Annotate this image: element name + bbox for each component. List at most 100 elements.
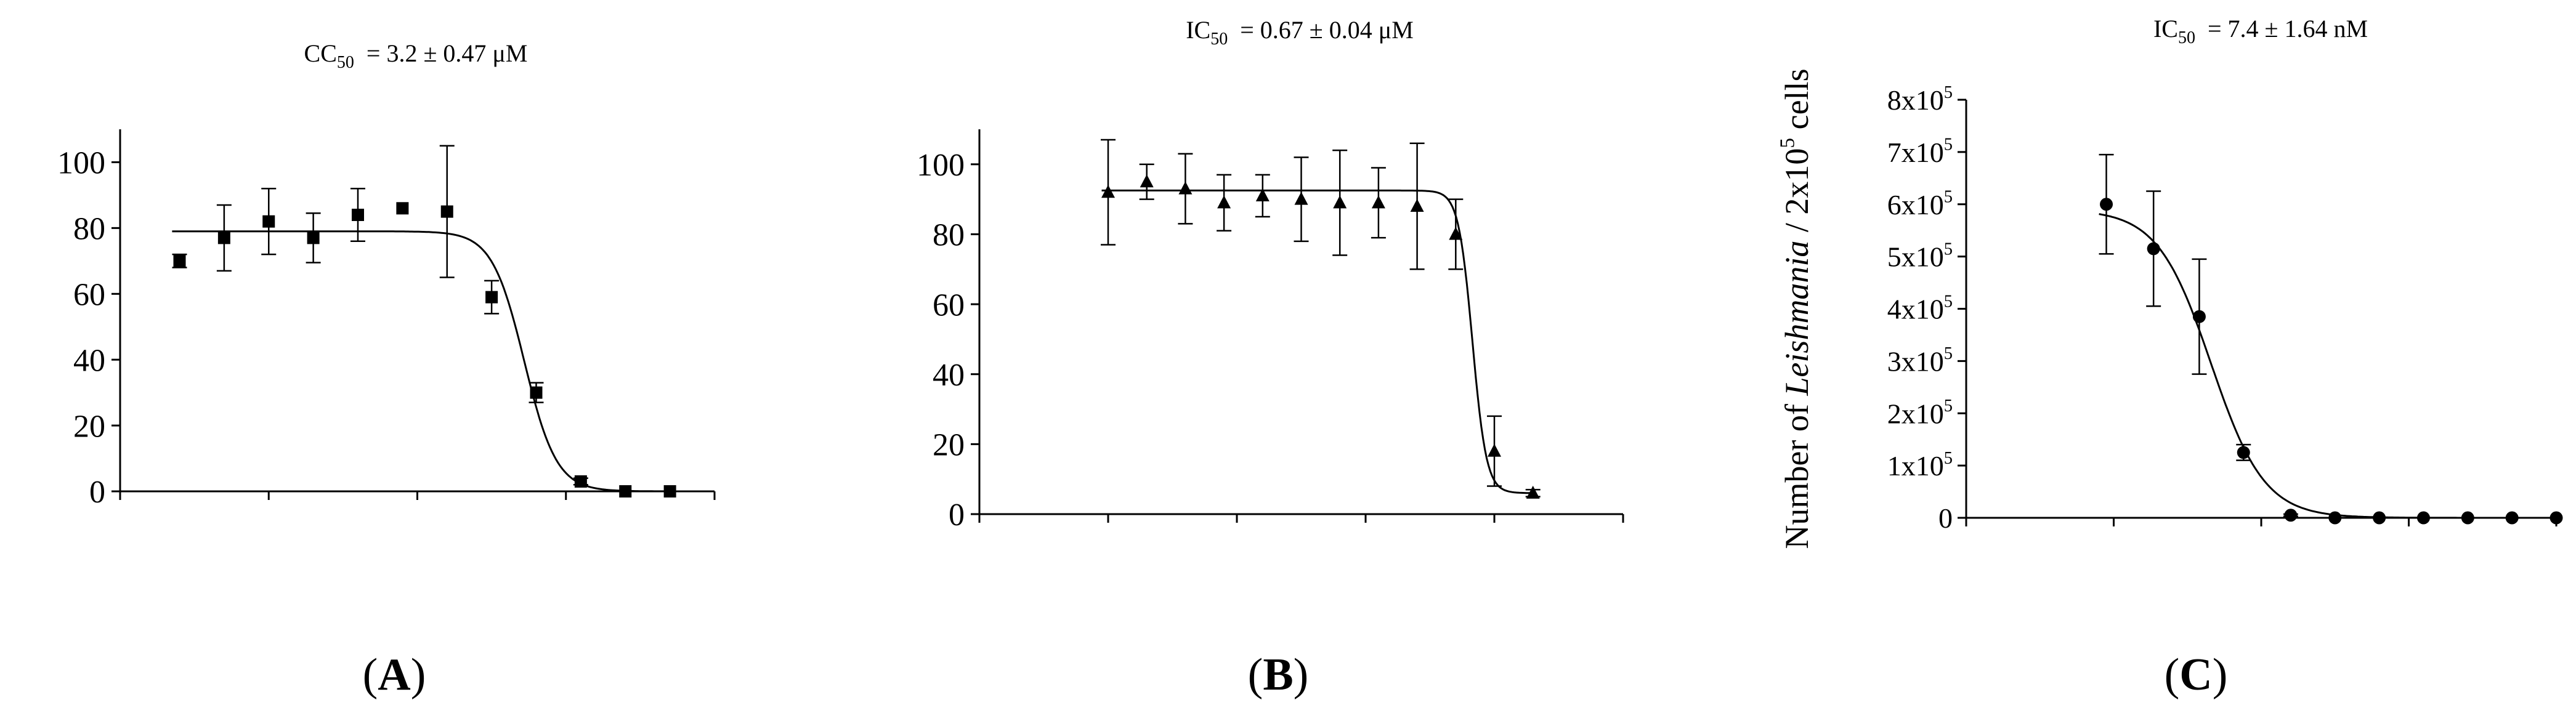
y-label-suffix: cells [1778, 68, 1815, 137]
panel-label-letter: B [1263, 650, 1293, 700]
fit-curve [172, 230, 673, 493]
data-point-11 [663, 485, 676, 497]
data-point-10 [2550, 511, 2563, 525]
title-subscript: 50 [337, 53, 354, 72]
y-tick-label: 20 [933, 428, 965, 463]
y-tick-exponent: 5 [1944, 344, 1953, 363]
data-point-5 [1294, 191, 1308, 205]
title-main: CC [304, 39, 337, 67]
data-point-8 [1410, 199, 1424, 212]
data-point-4 [1255, 188, 1270, 201]
data-point-8 [530, 386, 543, 399]
data-point-9 [2505, 511, 2519, 525]
y-tick-label: 8x105 [1887, 83, 1953, 116]
y-axis-label: Number of Leishmania / 2x105 cells [1776, 68, 1815, 549]
panel-label-letter: A [378, 650, 410, 700]
y-tick-mantissa: 1x10 [1887, 450, 1944, 481]
y-tick-exponent: 5 [1944, 135, 1953, 155]
data-point-4 [352, 208, 364, 221]
y-tick-mantissa: 4x10 [1887, 294, 1944, 325]
y-tick-label: 60 [933, 288, 965, 323]
y-tick-label: 1x105 [1887, 449, 1953, 481]
title-main: IC [2153, 15, 2178, 42]
data-point-6 [440, 205, 453, 218]
data-point-10 [1488, 443, 1501, 457]
data-point-1 [217, 232, 230, 244]
y-tick-mantissa: 5x10 [1887, 241, 1944, 273]
title-value: = 7.4 ± 1.64 nM [2201, 15, 2368, 42]
y-tick-mantissa: 8x10 [1887, 84, 1944, 116]
title-value: = 3.2 ± 0.47 μM [360, 39, 528, 67]
y-tick-label: 0 [89, 475, 105, 510]
title-main: IC [1186, 16, 1210, 44]
y-tick-mantissa: 6x10 [1887, 189, 1944, 220]
y-tick-mantissa: 3x10 [1887, 345, 1944, 377]
y-tick-exponent: 5 [1944, 292, 1953, 311]
data-point-6 [2373, 511, 2386, 525]
data-point-0 [2100, 198, 2113, 211]
fit-curve [2099, 213, 2559, 519]
title-subscript: 50 [1210, 30, 1228, 49]
y-label-middle: / 2x10 [1778, 148, 1815, 241]
panel-label-close-paren: ) [1294, 650, 1309, 700]
fit-curve [1101, 189, 1536, 494]
chart-panel-c: IC50 = 7.4 ± 1.64 nM01x1052x1053x1054x10… [1776, 15, 2563, 700]
chart-panel-b: IC50 = 0.67 ± 0.04 μM 0 20 40 60 80 100 (B) [917, 16, 1624, 700]
panel-label: (A) [363, 650, 426, 700]
title-subscript: 50 [2178, 28, 2195, 47]
y-tick-exponent: 5 [1944, 188, 1953, 207]
y-tick-label: 80 [933, 218, 965, 253]
y-tick-exponent: 5 [1944, 449, 1953, 468]
data-point-2 [2192, 310, 2206, 323]
data-point-7 [485, 291, 498, 304]
data-point-3 [1217, 195, 1231, 209]
data-point-3 [307, 232, 320, 244]
panel-label: (B) [1248, 650, 1309, 700]
y-tick-label: 0 [1938, 502, 1953, 534]
chart-title: IC50 = 7.4 ± 1.64 nM [2153, 15, 2368, 47]
data-point-8 [2461, 511, 2474, 525]
data-point-0 [1101, 185, 1115, 198]
data-point-10 [619, 485, 632, 497]
y-tick-label: 40 [73, 343, 105, 378]
data-point-5 [2328, 511, 2342, 525]
y-label-superscript: 5 [1776, 138, 1799, 148]
data-point-5 [396, 202, 409, 215]
y-tick-label: 3x105 [1887, 344, 1953, 377]
chart-title: CC50 = 3.2 ± 0.47 μM [304, 39, 528, 72]
panel-label-open-paren: ( [1248, 650, 1263, 700]
panel-label-close-paren: ) [411, 650, 426, 700]
y-tick-label: 5x105 [1887, 240, 1953, 272]
y-tick-label: 40 [933, 358, 965, 393]
y-tick-label: 2x105 [1887, 397, 1953, 429]
data-point-7 [1371, 195, 1385, 209]
data-point-2 [262, 215, 275, 228]
y-tick-mantissa: 7x10 [1887, 137, 1944, 168]
y-tick-label: 7x105 [1887, 135, 1953, 168]
y-tick-label: 80 [73, 212, 105, 247]
chart-panel-a: CC50 = 3.2 ± 0.47 μM 0 20 40 60 80 100 (A) [57, 39, 716, 700]
panel-label-close-paren: ) [2213, 650, 2228, 700]
panel-label: (C) [2165, 650, 2228, 700]
y-tick-label: 4x105 [1887, 292, 1953, 324]
y-label-species: Leishmania [1778, 241, 1815, 397]
y-tick-mantissa: 2x10 [1887, 398, 1944, 429]
data-point-9 [1449, 227, 1463, 240]
title-value: = 0.67 ± 0.04 μM [1234, 16, 1414, 44]
data-point-7 [2416, 511, 2430, 525]
y-tick-label: 6x105 [1887, 188, 1953, 220]
y-tick-exponent: 5 [1944, 83, 1953, 102]
y-label-prefix: Number of [1778, 396, 1815, 549]
y-tick-exponent: 5 [1944, 240, 1953, 259]
y-tick-label: 60 [73, 277, 105, 312]
data-point-1 [2147, 242, 2160, 256]
y-tick-label: 0 [949, 497, 965, 533]
data-point-4 [2284, 509, 2298, 522]
data-point-6 [1333, 195, 1347, 209]
y-tick-label: 100 [57, 146, 105, 181]
data-point-11 [1526, 485, 1540, 499]
data-point-9 [574, 475, 587, 488]
data-point-2 [1178, 181, 1193, 195]
y-tick-exponent: 5 [1944, 397, 1953, 416]
